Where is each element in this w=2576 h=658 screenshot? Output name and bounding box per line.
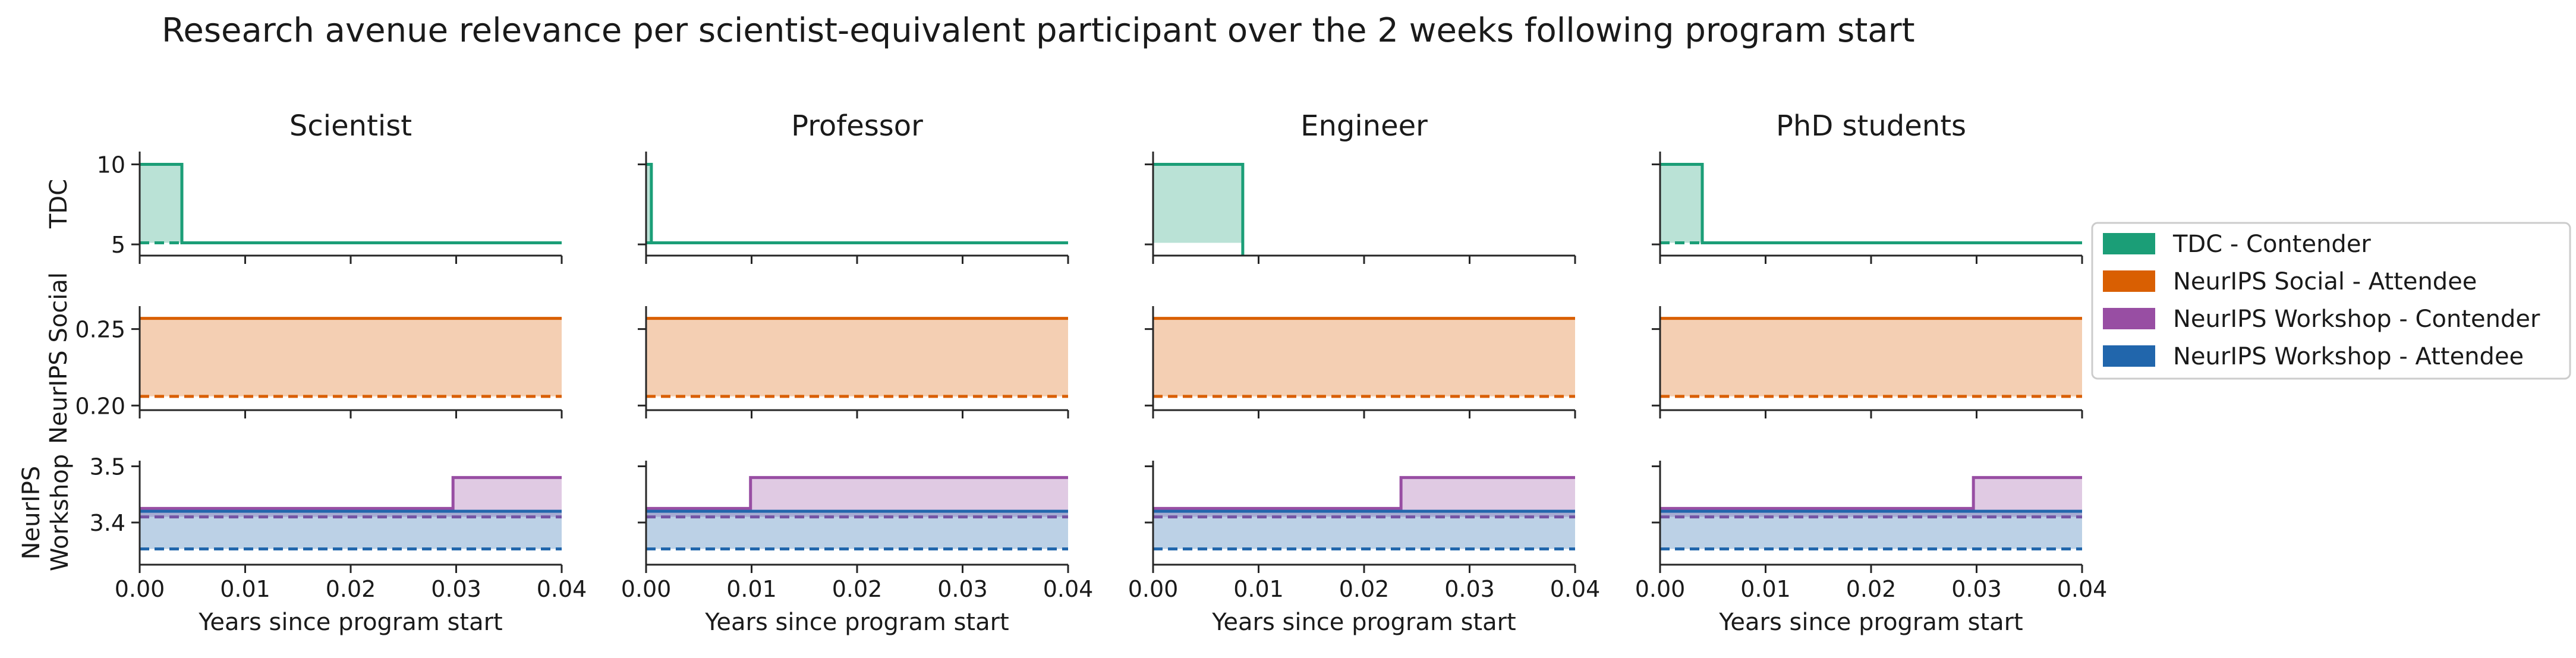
row-label-line: TDC bbox=[45, 179, 73, 229]
legend-label: NeurIPS Social - Attendee bbox=[2173, 268, 2477, 295]
legend-swatch bbox=[2103, 308, 2155, 329]
series-area bbox=[140, 511, 562, 549]
row-label: TDC bbox=[45, 179, 73, 229]
series-line bbox=[140, 476, 562, 510]
series-area bbox=[140, 318, 562, 396]
series-area bbox=[140, 477, 562, 517]
column-title: Scientist bbox=[289, 109, 412, 143]
panel-scientist-0: 5 10 bbox=[97, 152, 563, 264]
y-tick-label: 3.4 bbox=[90, 510, 125, 536]
legend-label: TDC - Contender bbox=[2172, 231, 2371, 258]
panel-professor-1 bbox=[638, 306, 1069, 418]
panel-scientist-1: 0.20 0.25 bbox=[75, 306, 563, 419]
series-area bbox=[646, 511, 1068, 549]
x-tick-label: 0.03 bbox=[1444, 576, 1495, 602]
y-tick-label: 0.25 bbox=[75, 317, 125, 343]
y-tick-label: 3.5 bbox=[90, 454, 125, 480]
column-title: Professor bbox=[791, 109, 923, 143]
x-tick-label: 0.03 bbox=[1951, 576, 2002, 602]
series-line bbox=[1660, 476, 2082, 510]
x-axis-label: Years since program start bbox=[198, 609, 502, 636]
series-area bbox=[1660, 164, 2082, 243]
x-tick-label: 0.00 bbox=[1128, 576, 1179, 602]
series-line bbox=[1153, 476, 1575, 510]
row-label-line: Workshop bbox=[46, 454, 74, 571]
panel-engineer-0 bbox=[1145, 152, 1576, 264]
x-tick-label: 0.03 bbox=[937, 576, 988, 602]
series-line bbox=[646, 163, 1068, 244]
panel-grid: Scientist Professor Engineer PhD students TD… bbox=[18, 109, 2107, 636]
legend-label: NeurIPS Workshop - Contender bbox=[2173, 306, 2540, 333]
x-tick-label: 0.00 bbox=[621, 576, 672, 602]
x-tick-label: 0.00 bbox=[115, 576, 165, 602]
x-tick-label: 0.03 bbox=[431, 576, 481, 602]
panel-professor-0 bbox=[638, 152, 1069, 264]
series-area bbox=[1153, 477, 1575, 517]
panel-phd-students-2: 0.00 0.01 0.02 0.03 0.04 Years since program … bbox=[1635, 461, 2108, 636]
x-axis-label: Years since program start bbox=[704, 609, 1009, 636]
panel-professor-2: 0.00 0.01 0.02 0.03 0.04 Years since program … bbox=[621, 461, 1094, 636]
legend-item: NeurIPS Workshop - Attendee bbox=[2103, 343, 2524, 370]
legend-label: NeurIPS Workshop - Attendee bbox=[2173, 343, 2524, 370]
x-tick-label: 0.04 bbox=[1043, 576, 1094, 602]
x-tick-label: 0.02 bbox=[1846, 576, 1897, 602]
legend-item: TDC - Contender bbox=[2103, 231, 2371, 258]
x-tick-label: 0.02 bbox=[832, 576, 883, 602]
row-label-line: NeurIPS Social bbox=[45, 272, 73, 444]
series-line bbox=[1660, 163, 2082, 244]
column-title: Engineer bbox=[1300, 109, 1428, 143]
panel-engineer-2: 0.00 0.01 0.02 0.03 0.04 Years since program … bbox=[1128, 461, 1601, 636]
x-tick-label: 0.04 bbox=[1550, 576, 1601, 602]
y-tick-label: 0.20 bbox=[75, 393, 125, 419]
column-title: PhD students bbox=[1776, 109, 1966, 143]
legend-frame bbox=[2091, 222, 2571, 380]
series-area bbox=[1153, 318, 1575, 396]
x-tick-label: 0.01 bbox=[1233, 576, 1284, 602]
series-line bbox=[646, 476, 1068, 510]
x-tick-label: 0.04 bbox=[2057, 576, 2108, 602]
series-line bbox=[140, 163, 562, 244]
x-tick-label: 0.01 bbox=[726, 576, 777, 602]
series-line bbox=[1153, 163, 1245, 256]
legend-swatch bbox=[2103, 270, 2155, 292]
legend-swatch bbox=[2103, 233, 2155, 254]
legend: TDC - Contender NeurIPS Social - Attendee… bbox=[2091, 222, 2571, 380]
panel-scientist-2: 3.4 3.5 0.00 0.01 0.02 0.03 0.04 Years since pr… bbox=[90, 454, 587, 636]
series-area bbox=[1660, 477, 2082, 517]
series-area bbox=[1660, 318, 2082, 396]
x-axis-label: Years since program start bbox=[1211, 609, 1516, 636]
series-area bbox=[140, 164, 562, 243]
x-tick-label: 0.04 bbox=[537, 576, 587, 602]
x-tick-label: 0.00 bbox=[1635, 576, 1686, 602]
row-label-line: NeurIPS bbox=[18, 466, 45, 560]
x-tick-label: 0.02 bbox=[326, 576, 376, 602]
series-area bbox=[1153, 164, 1243, 256]
series-area bbox=[1153, 511, 1575, 549]
figure-title: Research avenue relevance per scientist-… bbox=[162, 11, 1915, 50]
legend-item: NeurIPS Social - Attendee bbox=[2103, 268, 2477, 295]
x-tick-label: 0.01 bbox=[220, 576, 270, 602]
panel-engineer-1 bbox=[1145, 306, 1576, 418]
legend-swatch bbox=[2103, 345, 2155, 367]
y-tick-label: 10 bbox=[97, 152, 125, 178]
series-area bbox=[1660, 511, 2082, 549]
row-label: NeurIPSWorkshop bbox=[18, 454, 74, 571]
legend-item: NeurIPS Workshop - Contender bbox=[2103, 306, 2540, 333]
x-axis-label: Years since program start bbox=[1718, 609, 2023, 636]
series-area bbox=[646, 318, 1068, 396]
row-label: NeurIPS Social bbox=[45, 272, 73, 444]
series-area bbox=[646, 164, 1068, 243]
x-tick-label: 0.02 bbox=[1339, 576, 1390, 602]
panel-phd-students-1 bbox=[1652, 306, 2083, 418]
panel-phd-students-0 bbox=[1652, 152, 2083, 264]
y-tick-label: 5 bbox=[111, 232, 125, 258]
x-tick-label: 0.01 bbox=[1740, 576, 1791, 602]
